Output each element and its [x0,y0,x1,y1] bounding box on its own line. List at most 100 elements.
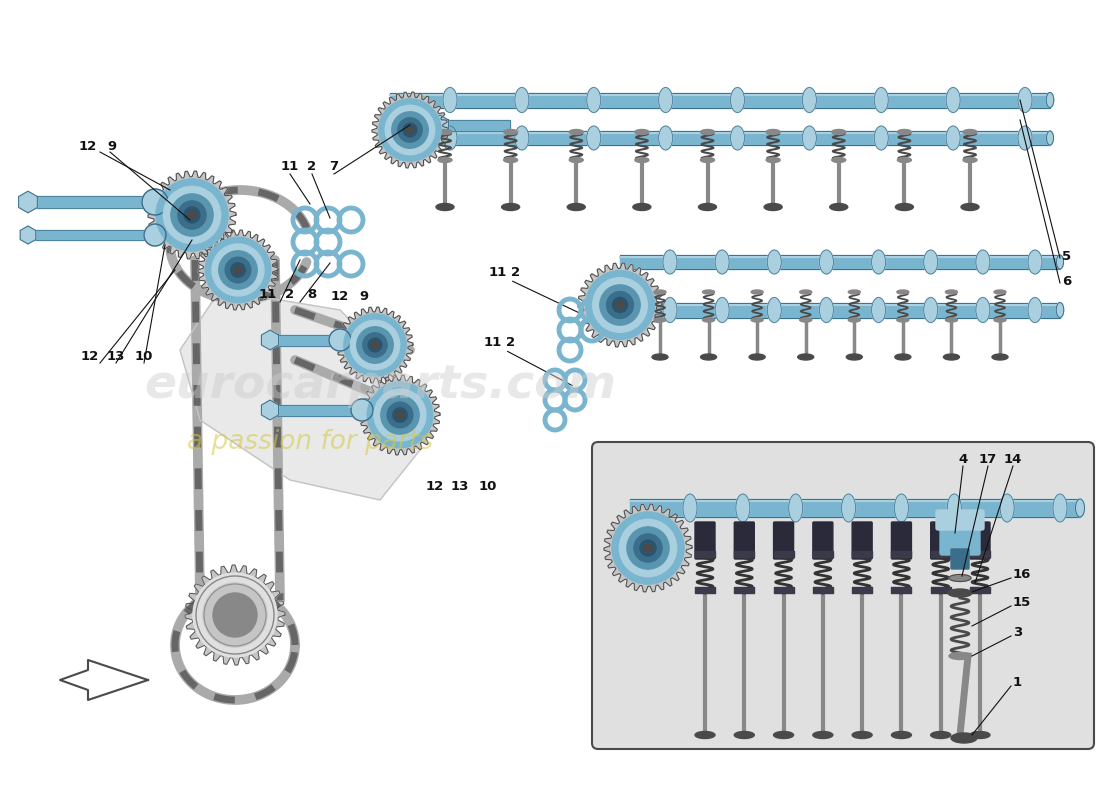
Ellipse shape [848,290,860,294]
Text: 10: 10 [135,350,153,363]
Text: 4: 4 [958,453,968,466]
Circle shape [381,396,419,434]
Ellipse shape [820,298,834,322]
Ellipse shape [895,203,913,210]
Text: 13: 13 [107,350,125,363]
Ellipse shape [715,298,729,322]
Circle shape [204,583,267,647]
Ellipse shape [832,158,846,162]
Ellipse shape [891,731,912,738]
Circle shape [184,207,200,223]
Polygon shape [28,230,148,240]
Ellipse shape [766,130,780,134]
Ellipse shape [871,250,886,274]
Ellipse shape [1000,494,1014,522]
Circle shape [606,291,634,318]
Ellipse shape [730,87,745,113]
Ellipse shape [789,494,803,522]
Circle shape [192,573,277,657]
Text: 11: 11 [258,288,277,301]
Ellipse shape [586,87,601,113]
Circle shape [385,106,435,154]
Ellipse shape [946,126,960,150]
FancyBboxPatch shape [773,522,793,559]
Ellipse shape [438,130,452,134]
Text: 1: 1 [1013,676,1022,689]
Ellipse shape [1018,126,1032,150]
Ellipse shape [1028,298,1042,322]
Ellipse shape [701,354,716,360]
Circle shape [356,326,393,363]
Text: 2: 2 [307,160,317,173]
FancyBboxPatch shape [952,549,969,569]
Circle shape [142,189,168,215]
Ellipse shape [820,250,834,274]
Polygon shape [270,334,337,346]
Polygon shape [20,226,36,244]
Ellipse shape [1046,93,1054,107]
Circle shape [178,201,206,229]
Text: 11: 11 [484,336,502,349]
Circle shape [404,123,417,137]
Ellipse shape [829,203,848,210]
Circle shape [396,411,404,419]
FancyBboxPatch shape [936,510,985,530]
Circle shape [212,592,258,638]
Text: 9: 9 [108,140,117,153]
Ellipse shape [515,126,529,150]
Circle shape [227,607,243,623]
Text: 12: 12 [81,350,99,363]
Ellipse shape [701,158,715,162]
Ellipse shape [949,574,971,582]
Ellipse shape [654,290,666,294]
Polygon shape [337,307,412,383]
Circle shape [363,333,387,357]
Ellipse shape [798,354,814,360]
Circle shape [378,99,441,161]
Ellipse shape [813,731,833,738]
Ellipse shape [1056,255,1064,269]
Ellipse shape [962,158,977,162]
Ellipse shape [632,203,651,210]
Ellipse shape [438,158,452,162]
Circle shape [170,194,213,236]
Circle shape [226,258,251,282]
Polygon shape [180,290,420,500]
Circle shape [351,399,373,421]
Ellipse shape [749,354,766,360]
Ellipse shape [848,318,860,322]
Text: 8: 8 [307,288,317,301]
Ellipse shape [703,318,715,322]
Ellipse shape [1076,499,1085,517]
Circle shape [627,527,669,569]
Circle shape [344,314,406,376]
Circle shape [234,266,242,274]
Ellipse shape [924,298,937,322]
Text: 15: 15 [1013,596,1032,609]
Text: 5: 5 [1062,250,1071,263]
Ellipse shape [896,290,909,294]
Circle shape [156,179,228,251]
Text: 2: 2 [506,336,516,349]
Text: 9: 9 [360,290,368,303]
Ellipse shape [751,318,763,322]
Ellipse shape [970,731,990,738]
Ellipse shape [703,290,715,294]
Polygon shape [431,115,449,135]
FancyBboxPatch shape [931,522,950,559]
Circle shape [144,224,166,246]
Text: 12: 12 [79,140,97,153]
Ellipse shape [663,250,676,274]
Ellipse shape [871,298,886,322]
Circle shape [196,576,274,654]
Text: 10: 10 [478,480,497,493]
FancyBboxPatch shape [592,442,1094,749]
Ellipse shape [944,354,959,360]
Circle shape [374,389,426,441]
Circle shape [368,338,382,352]
Circle shape [231,262,245,278]
Ellipse shape [443,87,456,113]
Ellipse shape [962,130,977,134]
Text: 2: 2 [512,266,520,279]
Ellipse shape [898,130,912,134]
